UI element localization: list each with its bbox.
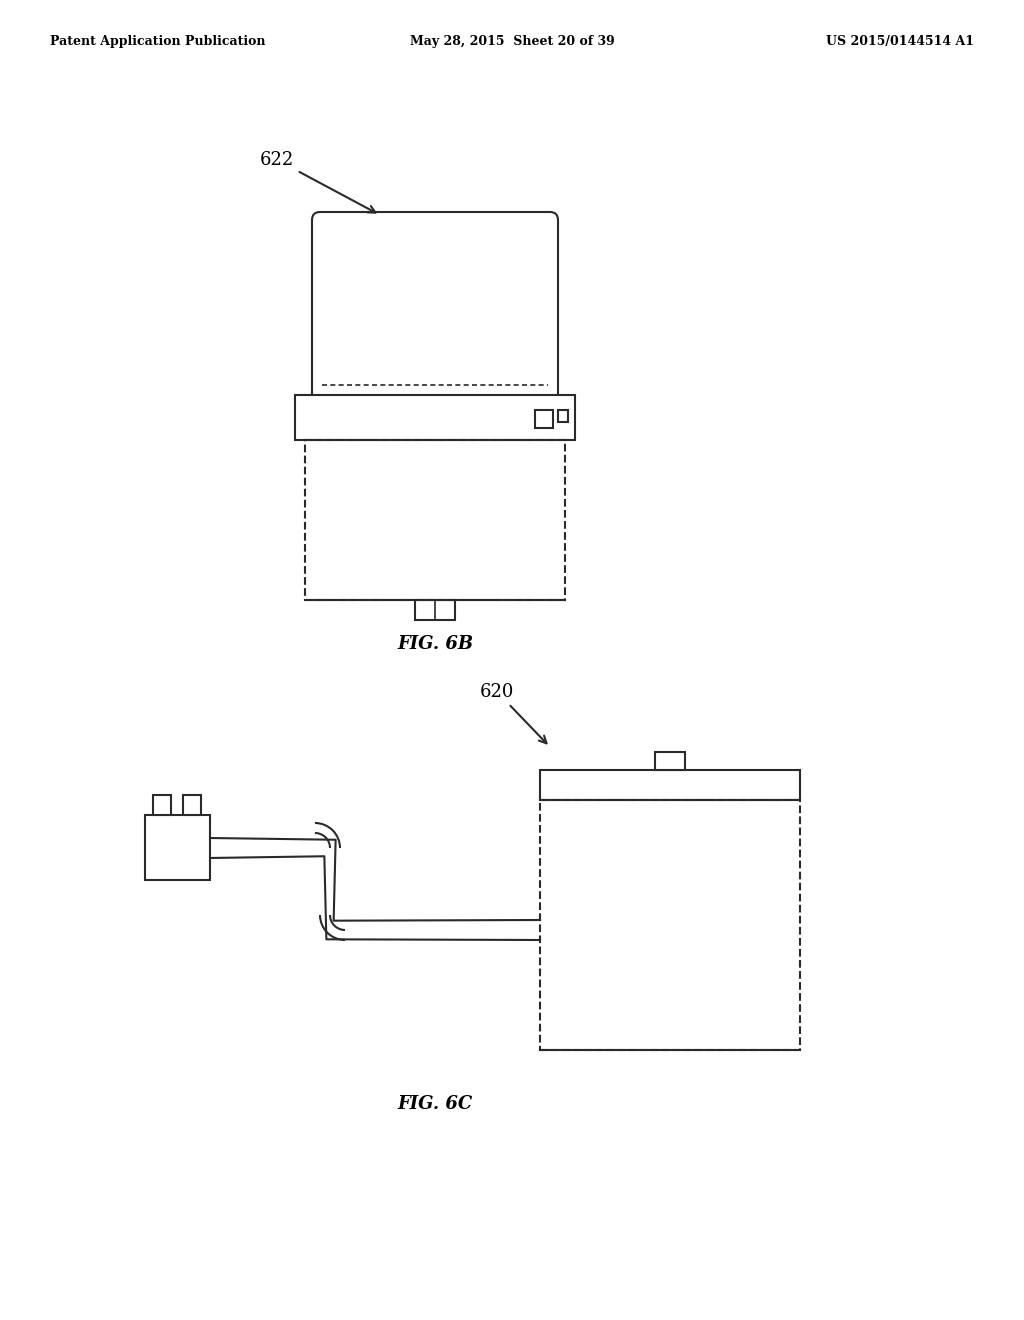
Bar (540, 800, 800, 1049)
Text: May 28, 2015  Sheet 20 of 39: May 28, 2015 Sheet 20 of 39 (410, 36, 614, 48)
Bar (655, 752, 685, 770)
Bar (535, 411, 553, 428)
Text: FIG. 6C: FIG. 6C (397, 1096, 473, 1113)
Bar (558, 411, 568, 422)
Text: FIG. 6B: FIG. 6B (397, 635, 473, 653)
Text: 622: 622 (260, 150, 376, 213)
Bar (145, 814, 210, 880)
Bar (415, 601, 455, 620)
Bar (305, 440, 565, 601)
Bar (183, 795, 201, 814)
Text: Patent Application Publication: Patent Application Publication (50, 36, 265, 48)
Bar (540, 770, 800, 800)
Bar (153, 795, 171, 814)
Text: 620: 620 (480, 682, 547, 743)
FancyBboxPatch shape (312, 213, 558, 408)
Bar (295, 395, 575, 440)
Text: US 2015/0144514 A1: US 2015/0144514 A1 (826, 36, 974, 48)
